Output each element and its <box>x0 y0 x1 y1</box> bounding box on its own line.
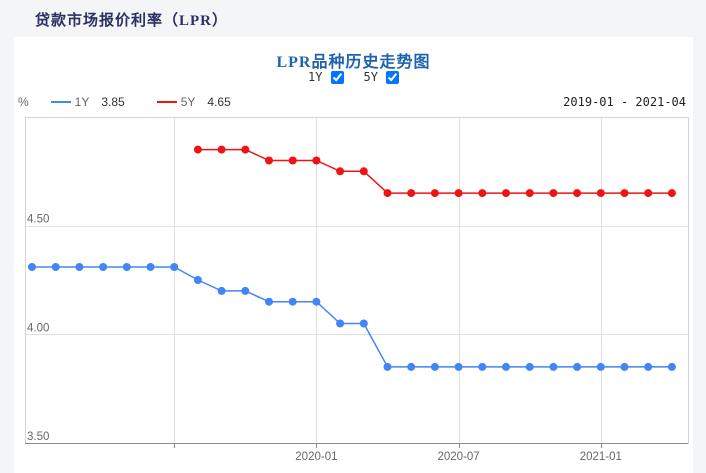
legend-line-5y-swatch <box>156 101 177 103</box>
legend-value-1y: 3.85 <box>101 95 125 109</box>
y-axis-unit-label: % <box>18 95 29 109</box>
svg-text:2020-01: 2020-01 <box>295 451 337 463</box>
legend-line-1y-swatch <box>50 101 71 103</box>
svg-text:3.50: 3.50 <box>27 431 49 443</box>
legend-item-5y: 5Y 4.65 <box>156 95 231 109</box>
page-title: 贷款市场报价利率（LPR） <box>35 13 229 29</box>
chart-title: LPR品种历史走势图 <box>276 54 431 71</box>
legend-label-1y: 1Y <box>74 95 90 109</box>
legend-item-1y: 1Y 3.85 <box>50 95 125 109</box>
series-toggle-row: 1Y 5Y <box>14 69 693 85</box>
toggle-1y-label: 1Y <box>308 70 323 84</box>
svg-text:4.50: 4.50 <box>27 214 49 226</box>
toggle-1y-checkbox[interactable] <box>330 70 344 84</box>
date-range: 2019-01 - 2021-04 <box>563 95 686 109</box>
legend-value-5y: 4.65 <box>207 95 231 109</box>
legend-label-5y: 5Y <box>180 95 196 109</box>
svg-text:4.00: 4.00 <box>27 322 49 334</box>
toggle-5y-checkbox[interactable] <box>385 70 399 84</box>
toggle-5y-label: 5Y <box>363 70 378 84</box>
svg-text:2021-01: 2021-01 <box>580 451 622 463</box>
svg-text:2020-07: 2020-07 <box>437 451 479 463</box>
legend-row: % 1Y 3.85 5Y 4.65 2019-01 - 2021-04 <box>18 94 686 110</box>
chart-panel: LPR品种历史走势图 1Y 5Y % 1Y 3.85 5Y 4.65 2019-… <box>14 37 693 473</box>
